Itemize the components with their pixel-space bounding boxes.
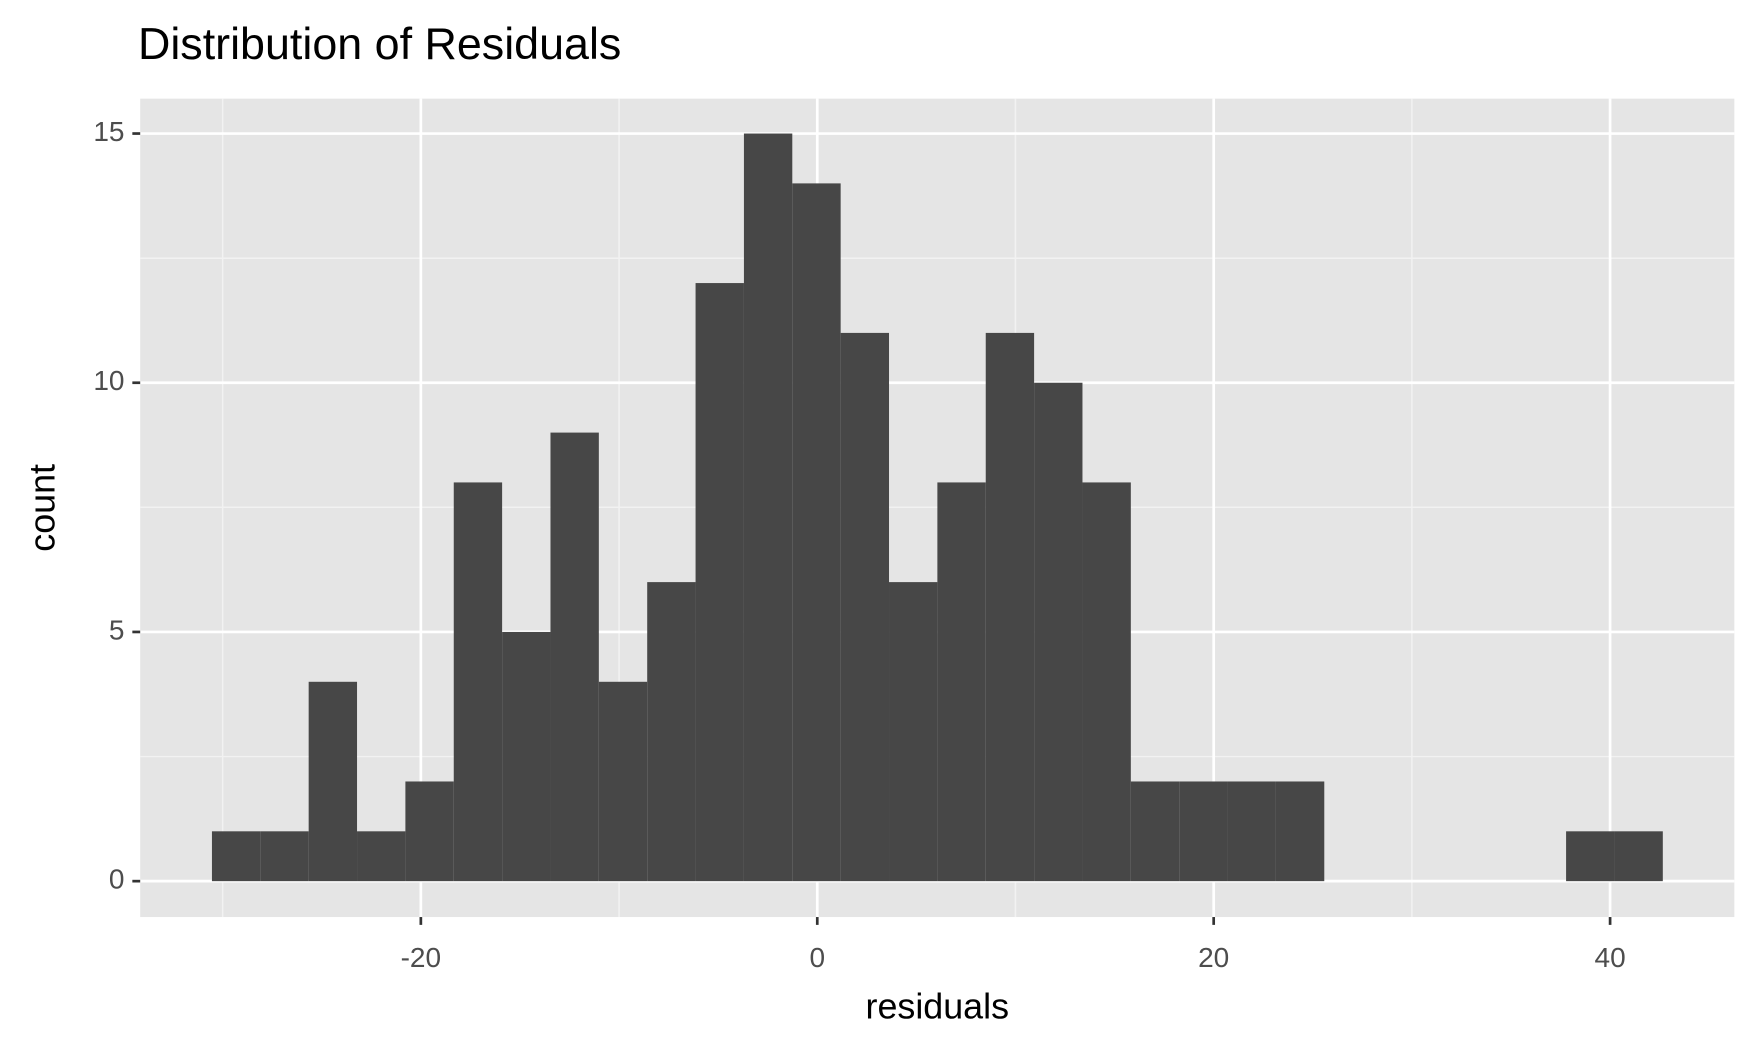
bar [1034, 382, 1083, 882]
bar [1227, 781, 1276, 882]
bar [1130, 781, 1180, 882]
y-tick-label: 5 [109, 614, 125, 645]
bar [1566, 831, 1615, 882]
x-tick-label: -20 [401, 942, 442, 973]
bar [211, 831, 261, 882]
y-tick-label: 0 [109, 864, 125, 895]
y-tick-label: 15 [93, 116, 124, 147]
bar [357, 831, 406, 882]
bar [308, 681, 358, 882]
bar [502, 631, 551, 882]
bar [1179, 781, 1228, 882]
bar [792, 183, 841, 882]
bar [743, 133, 793, 882]
x-tick-label: 40 [1595, 942, 1626, 973]
bar [405, 781, 454, 882]
bar [889, 582, 938, 882]
bar [260, 831, 309, 882]
bar [550, 432, 599, 882]
bar [937, 482, 986, 882]
x-tick-label: 20 [1198, 942, 1229, 973]
bar [598, 681, 648, 882]
chart-title: Distribution of Residuals [138, 18, 621, 69]
bar [1614, 831, 1663, 882]
bar [695, 283, 744, 882]
y-tick-label: 10 [93, 365, 124, 396]
y-axis-title: count [22, 464, 62, 552]
bar [453, 482, 503, 882]
bar [840, 332, 890, 882]
bar [1275, 781, 1325, 882]
x-axis-title: residuals [866, 986, 1010, 1026]
bar [1082, 482, 1131, 882]
x-tick-label: 0 [809, 942, 825, 973]
bar [647, 582, 696, 882]
bar [985, 332, 1035, 882]
